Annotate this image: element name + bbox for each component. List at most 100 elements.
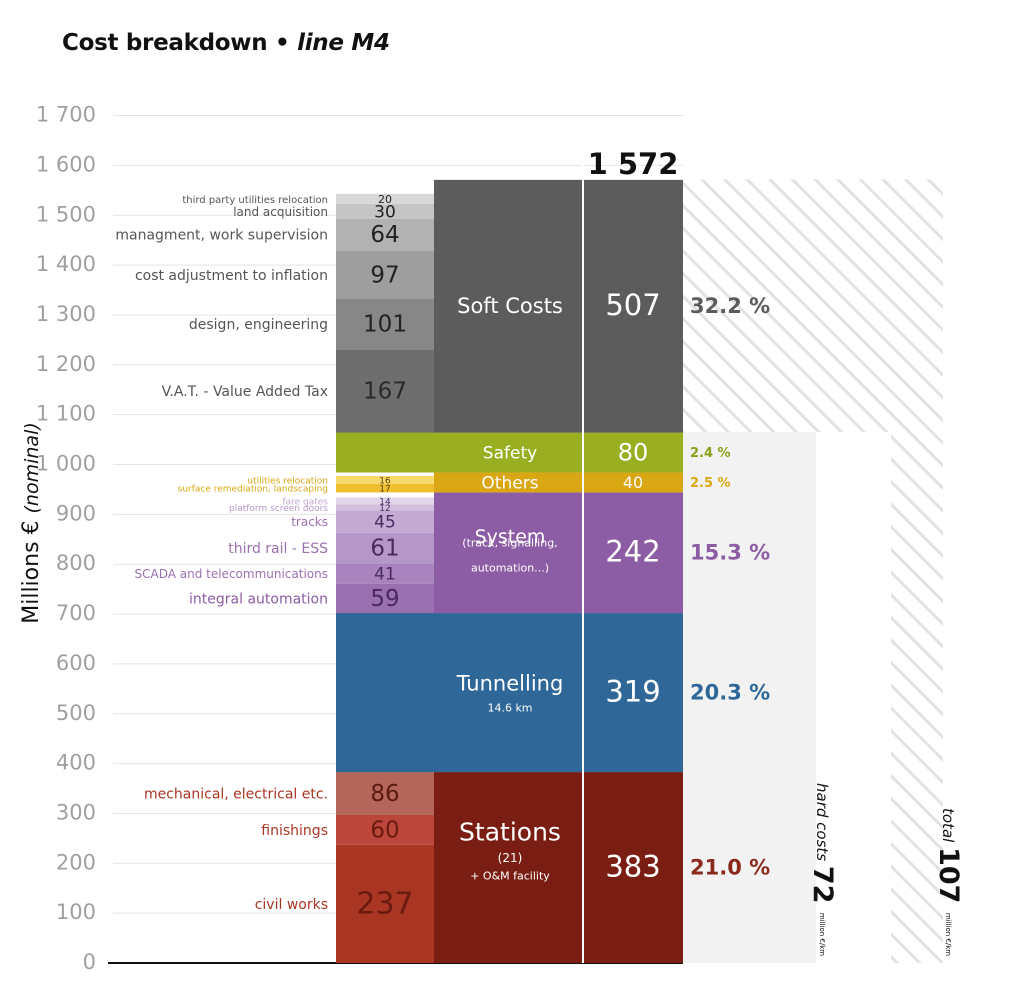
category-value-soft-costs: 507	[605, 288, 660, 322]
category-name-safety: Safety	[483, 444, 537, 464]
bar-segment-surface-remediation-landscaping	[336, 483, 434, 493]
segment-value-surface-remediation-landscaping: 17	[379, 485, 390, 495]
category-block-safety	[336, 432, 583, 473]
bar-segment-finishings	[336, 814, 434, 845]
category-sub-tunnelling: 14.6 km	[487, 702, 532, 715]
hard-costs-note-label: hard costs	[814, 783, 832, 866]
bar-segment-tracks	[336, 510, 434, 533]
category-sub2-stations: + O&M facility	[470, 870, 550, 883]
category-pct-system: 15.3 %	[690, 541, 770, 565]
category-value-safety: 80	[618, 439, 649, 467]
total-note: total 107 million €/km	[934, 808, 965, 956]
y-axis-label: Millions € (nominal)	[19, 422, 44, 624]
bar-segment-integral-automation	[336, 583, 434, 614]
segment-value-utilities-relocation: 16	[379, 476, 391, 486]
segment-value-third-rail-ess: 61	[370, 535, 399, 561]
y-tick-label: 1 100	[36, 402, 96, 426]
y-tick-label: 300	[56, 800, 96, 824]
y-tick-label: 1 400	[36, 252, 96, 276]
chart-title: Cost breakdown • line M4	[62, 30, 390, 56]
y-tick-label: 400	[56, 751, 96, 775]
title-sub: line M4	[297, 30, 390, 56]
segment-label-mechanical-electrical-etc: mechanical, electrical etc.	[144, 787, 328, 803]
category-name-stations: Stations	[459, 818, 561, 847]
y-tick-label: 500	[56, 701, 96, 725]
category-block-soft-costs	[434, 179, 583, 433]
title-main: Cost breakdown •	[62, 30, 298, 56]
bar-segment-design-engineering	[336, 298, 434, 350]
category-value-system: 242	[605, 535, 660, 569]
bar-segment-managment-work-supervision	[336, 218, 434, 251]
y-tick-label: 1 600	[36, 152, 96, 176]
total-block-system	[583, 492, 683, 614]
y-tick-label: 100	[56, 900, 96, 924]
hard-costs-note-value: 72	[808, 866, 839, 913]
y-tick-label: 0	[83, 950, 96, 974]
category-name-system: System	[475, 526, 546, 548]
bar-segment-civil-works	[336, 844, 434, 963]
y-tick-label: 700	[56, 601, 96, 625]
category-block-tunnelling	[336, 613, 583, 773]
y-tick-label: 1 000	[36, 452, 96, 476]
total-note-value: 107	[934, 847, 965, 913]
segment-label-cost-adjustment-to-inflation: cost adjustment to inflation	[135, 268, 328, 284]
bar-segment-v-a-t-value-added-tax	[336, 349, 434, 433]
bar-segment-platform-screen-doors	[336, 504, 434, 511]
segment-value-platform-screen-doors: 12	[379, 504, 390, 514]
segment-label-surface-remediation-landscaping: surface remediation, landscaping	[178, 485, 328, 495]
category-name-others: Others	[481, 473, 538, 493]
bar-segment-fare-gates	[336, 497, 434, 505]
bar-segment-utilities-relocation	[336, 475, 434, 484]
category-pct-tunnelling: 20.3 %	[690, 681, 770, 705]
hard-costs-gap	[816, 432, 891, 963]
segment-label-civil-works: civil works	[255, 897, 328, 913]
total-block-safety	[583, 432, 683, 473]
segment-value-mechanical-electrical-etc: 86	[370, 781, 399, 807]
y-tick-label: 600	[56, 651, 96, 675]
category-pct-safety: 2.4 %	[690, 446, 731, 461]
category-block-system	[434, 492, 583, 614]
bar-segment-mechanical-electrical-etc	[336, 772, 434, 815]
segment-value-land-acquisition: 30	[374, 202, 396, 222]
segment-label-land-acquisition: land acquisition	[233, 205, 328, 219]
total-block-others	[583, 472, 683, 493]
total-block-stations	[583, 772, 683, 963]
segment-label-finishings: finishings	[261, 823, 328, 839]
y-axis-label-italic: (nominal)	[21, 422, 43, 513]
segment-label-integral-automation: integral automation	[189, 591, 328, 607]
total-block-tunnelling	[583, 613, 683, 773]
y-tick-label: 1 300	[36, 302, 96, 326]
segment-value-fare-gates: 14	[379, 497, 391, 507]
segment-label-fare-gates: fare gates	[282, 497, 328, 507]
hard-costs-note-unit: million €/km	[818, 913, 826, 956]
category-sub2-system: automation...)	[471, 562, 549, 575]
category-sub-stations: (21)	[498, 851, 523, 865]
total-note-label: total	[940, 808, 958, 847]
bar-segment-cost-adjustment-to-inflation	[336, 250, 434, 299]
segment-label-utilities-relocation: utilities relocation	[247, 476, 328, 486]
segment-label-v-a-t-value-added-tax: V.A.T. - Value Added Tax	[162, 384, 328, 400]
total-note-unit: million €/km	[944, 913, 952, 956]
segment-value-civil-works: 237	[356, 886, 413, 921]
category-pct-others: 2.5 %	[690, 476, 731, 491]
segment-label-third-party-utilities-relocation: third party utilities relocation	[182, 195, 328, 206]
category-pct-soft-costs: 32.2 %	[690, 294, 770, 318]
bar-segment-third-party-utilities-relocation	[336, 193, 434, 204]
category-value-tunnelling: 319	[605, 675, 660, 709]
segment-value-third-party-utilities-relocation: 20	[378, 193, 392, 206]
category-pct-stations: 21.0 %	[690, 856, 770, 880]
bar-segment-land-acquisition	[336, 203, 434, 219]
segment-label-third-rail-ess: third rail - ESS	[228, 541, 328, 557]
segment-label-scada-and-telecommunications: SCADA and telecommunications	[134, 567, 328, 581]
bar-segment-scada-and-telecommunications	[336, 563, 434, 584]
category-block-others	[434, 472, 583, 493]
segment-value-scada-and-telecommunications: 41	[374, 564, 396, 584]
y-axis-label-main: Millions €	[19, 513, 44, 623]
segment-value-finishings: 60	[370, 817, 399, 843]
y-tick-label: 800	[56, 551, 96, 575]
total-block-soft-costs	[583, 179, 683, 433]
segment-label-design-engineering: design, engineering	[189, 317, 328, 333]
y-tick-label: 900	[56, 501, 96, 525]
y-tick-label: 200	[56, 850, 96, 874]
